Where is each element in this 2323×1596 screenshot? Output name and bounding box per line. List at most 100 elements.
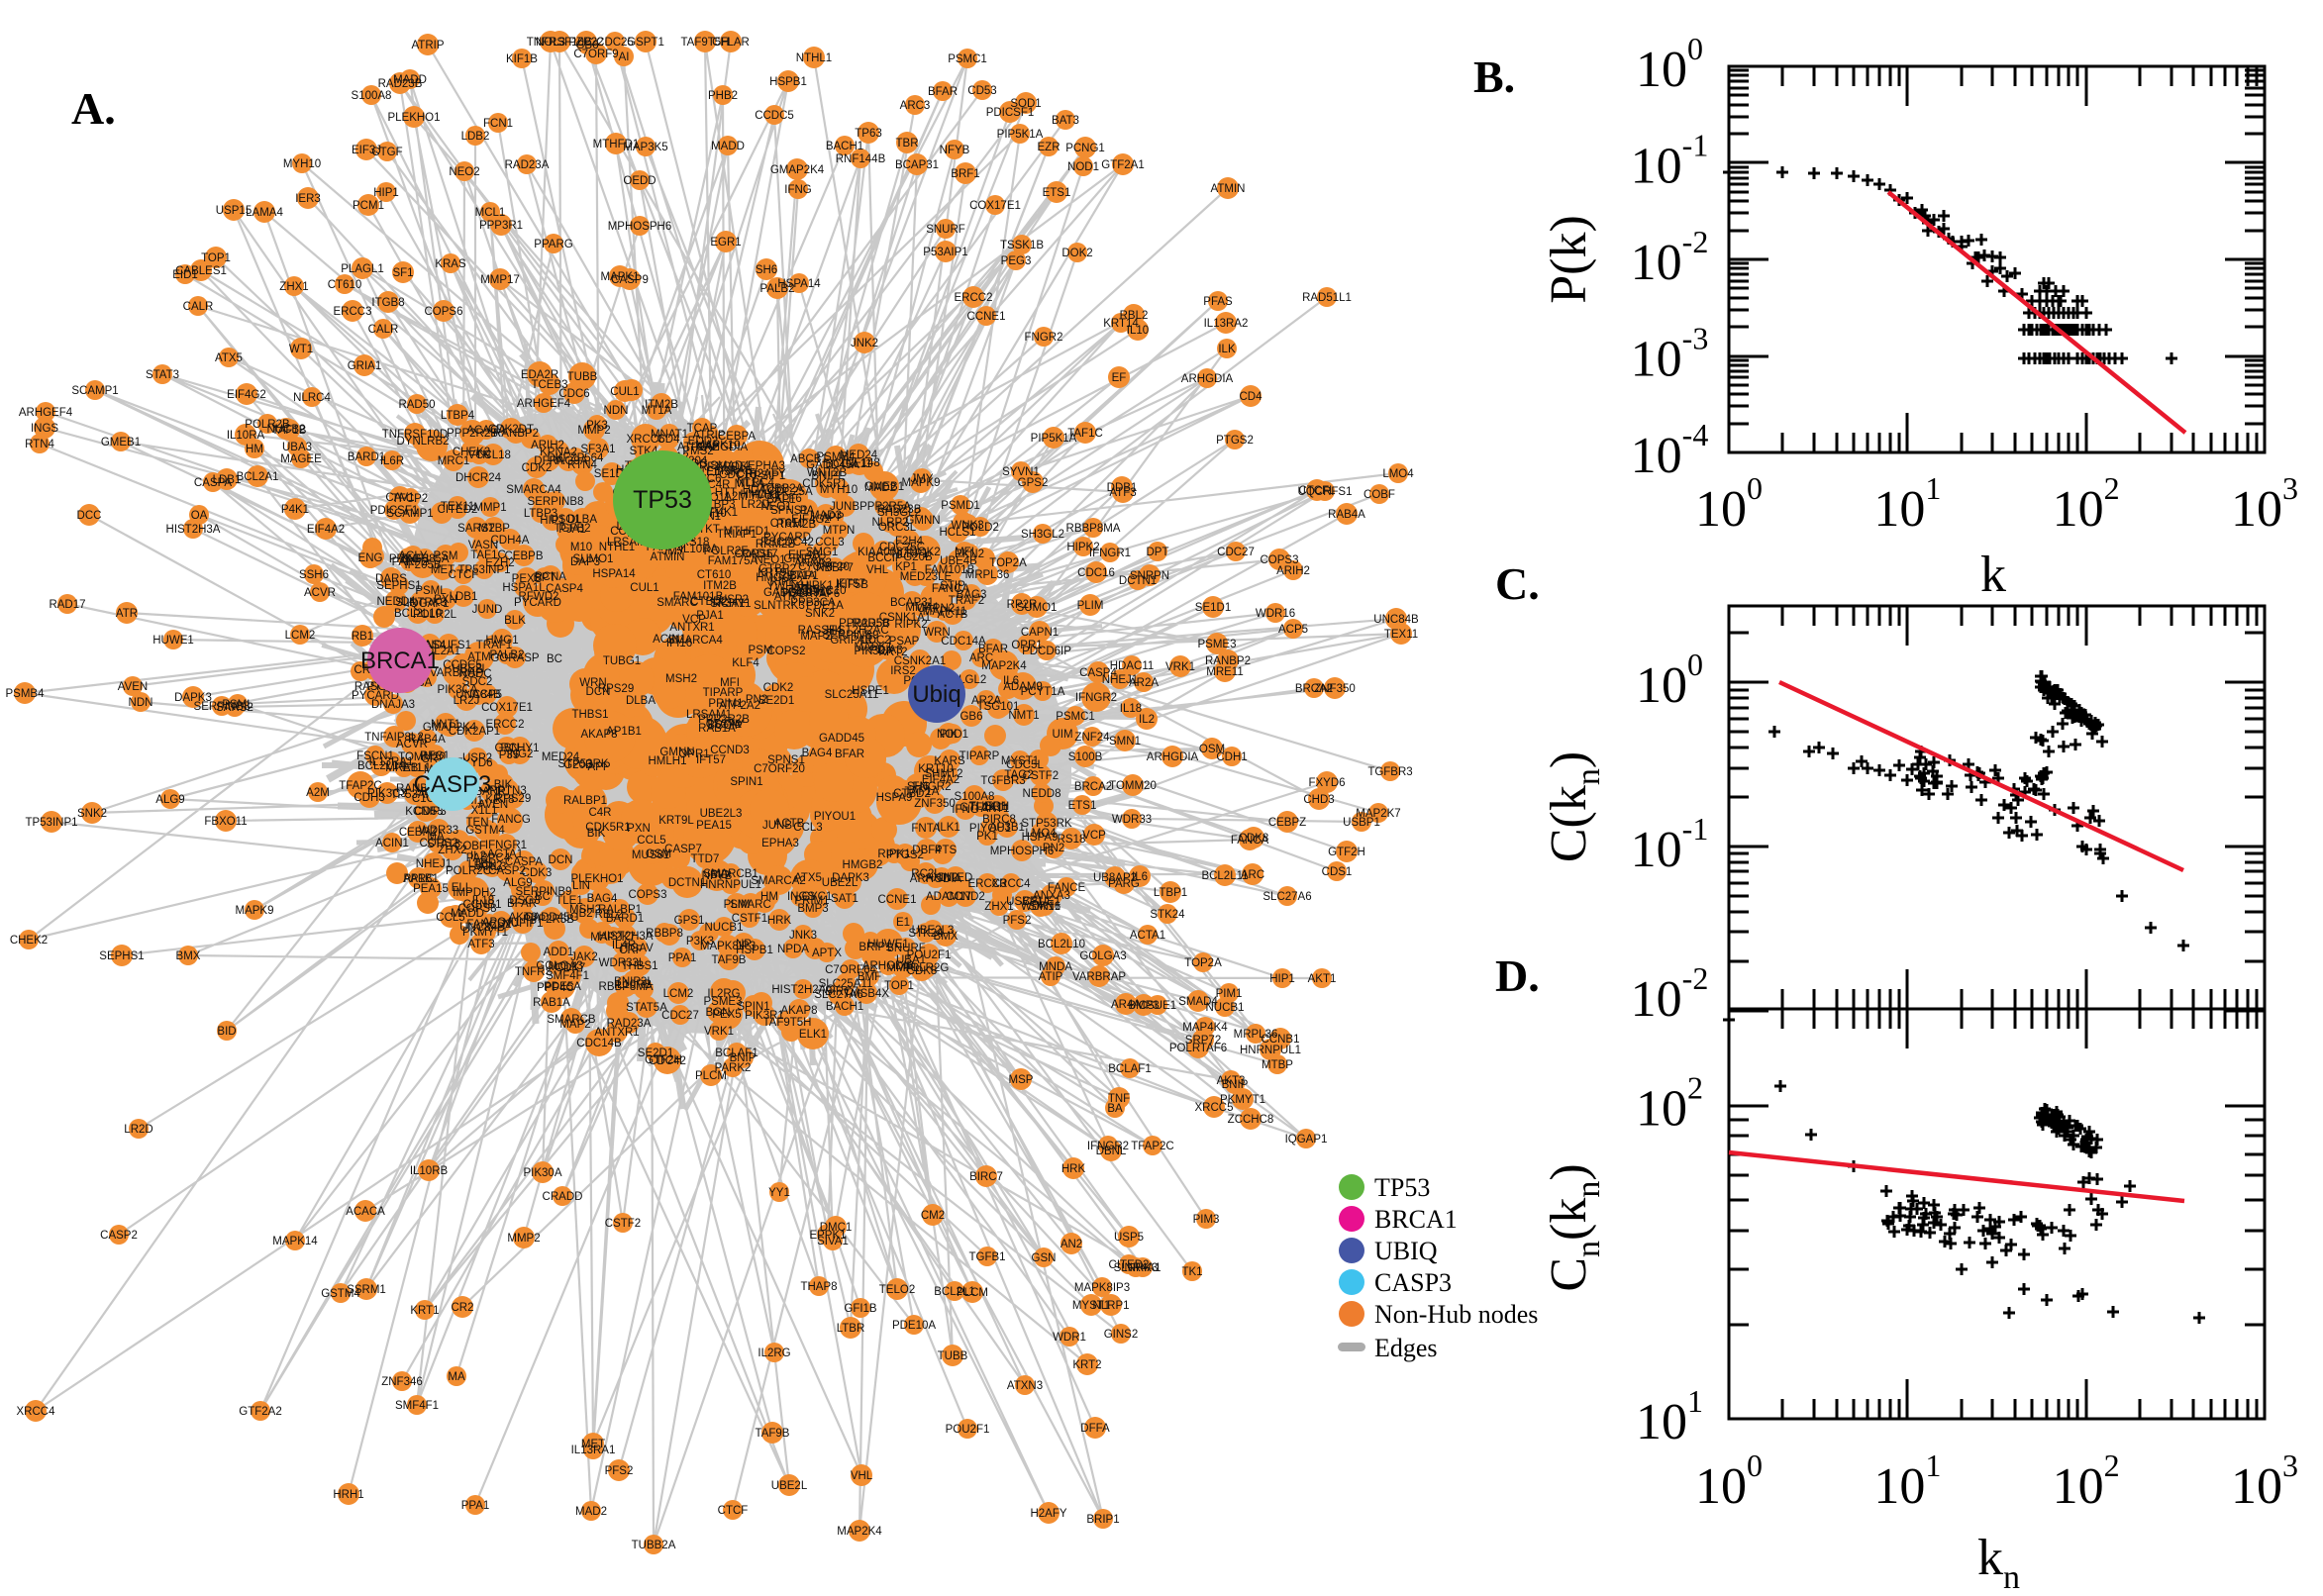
- svg-text:MYH10: MYH10: [283, 158, 321, 170]
- svg-text:ZHX1: ZHX1: [279, 281, 308, 293]
- svg-text:HIP1: HIP1: [373, 187, 399, 199]
- svg-text:ACVR: ACVR: [304, 587, 336, 599]
- svg-text:FANCE: FANCE: [1048, 882, 1086, 894]
- svg-text:TOMM20: TOMM20: [1109, 780, 1157, 792]
- svg-text:TMSB4X: TMSB4X: [844, 988, 889, 1000]
- svg-text:Edges: Edges: [1374, 1334, 1438, 1362]
- svg-text:CD53: CD53: [967, 85, 996, 97]
- svg-text:TRAF2: TRAF2: [949, 595, 984, 607]
- svg-text:NHEJ1: NHEJ1: [1102, 674, 1138, 686]
- svg-text:PIP5K1A: PIP5K1A: [997, 129, 1044, 141]
- svg-text:TAG2: TAG2: [1004, 769, 1033, 781]
- svg-text:ITGB8: ITGB8: [371, 297, 404, 309]
- svg-text:ARHGDIA: ARHGDIA: [1147, 751, 1199, 763]
- svg-text:HSPA9: HSPA9: [1022, 832, 1059, 844]
- svg-text:CASP7: CASP7: [664, 844, 702, 855]
- svg-text:TOP1: TOP1: [201, 252, 231, 264]
- svg-text:SERPINB8: SERPINB8: [528, 496, 584, 508]
- svg-text:BCLAF1: BCLAF1: [715, 1047, 758, 1059]
- svg-text:BACH1: BACH1: [826, 141, 863, 152]
- svg-text:ENG: ENG: [358, 552, 383, 564]
- svg-text:Ubiq: Ubiq: [912, 681, 960, 708]
- svg-text:PARC: PARC: [403, 873, 434, 885]
- svg-text:S100B: S100B: [1068, 751, 1103, 763]
- svg-text:HRK: HRK: [1061, 1163, 1086, 1175]
- svg-text:CM2: CM2: [921, 1210, 945, 1222]
- svg-text:MSH2: MSH2: [665, 673, 697, 685]
- svg-text:CCDC5: CCDC5: [755, 110, 794, 122]
- svg-text:CEBPZ: CEBPZ: [1268, 817, 1306, 829]
- svg-text:MAPK9: MAPK9: [236, 905, 274, 917]
- svg-text:MAP2K7: MAP2K7: [1356, 808, 1400, 820]
- svg-text:SNK2: SNK2: [77, 808, 107, 820]
- svg-text:XRCC4: XRCC4: [17, 1406, 56, 1418]
- svg-text:ARHGDIA: ARHGDIA: [1181, 373, 1234, 385]
- svg-text:LTBP1: LTBP1: [1154, 887, 1187, 899]
- svg-text:EPPK1: EPPK1: [809, 1230, 846, 1242]
- svg-text:PSML: PSML: [222, 699, 253, 711]
- svg-text:TUBB: TUBB: [938, 1350, 968, 1362]
- svg-text:ATXN3: ATXN3: [1007, 1380, 1043, 1392]
- svg-text:NMT1: NMT1: [1008, 710, 1039, 722]
- svg-text:GRIPAR: GRIPAR: [783, 553, 826, 565]
- svg-text:BAG4: BAG4: [802, 748, 833, 759]
- svg-text:DPT: DPT: [1147, 547, 1169, 558]
- svg-text:DNAJA3: DNAJA3: [371, 699, 415, 711]
- svg-text:COPS2: COPS2: [767, 646, 806, 657]
- svg-text:TNFAIP8L2: TNFAIP8L2: [364, 732, 423, 744]
- svg-text:C4R: C4R: [588, 807, 611, 819]
- svg-text:DCTN1: DCTN1: [1119, 575, 1157, 587]
- svg-text:IL10RB: IL10RB: [410, 1165, 449, 1177]
- svg-text:PK1: PK1: [976, 831, 998, 843]
- svg-text:G20B: G20B: [563, 759, 593, 771]
- svg-text:BFAR: BFAR: [835, 748, 864, 760]
- svg-text:DSG3: DSG3: [509, 895, 540, 907]
- svg-text:CDK7: CDK7: [556, 962, 586, 974]
- svg-text:ZHX2: ZHX2: [438, 845, 466, 856]
- svg-text:ATM: ATM: [467, 651, 490, 663]
- svg-text:SYVN1: SYVN1: [1002, 466, 1040, 478]
- svg-text:UNC84B: UNC84B: [1373, 614, 1419, 626]
- svg-text:EDA2R: EDA2R: [521, 369, 558, 381]
- svg-text:ALG9: ALG9: [155, 794, 184, 806]
- svg-text:PARK2: PARK2: [715, 1062, 752, 1074]
- svg-text:CDC42: CDC42: [649, 1055, 686, 1067]
- svg-text:HM: HM: [246, 444, 263, 455]
- svg-text:MAP2K4: MAP2K4: [837, 1526, 882, 1538]
- svg-text:IL10RA: IL10RA: [227, 430, 265, 442]
- svg-text:CAV1: CAV1: [385, 492, 414, 504]
- svg-text:PFAS: PFAS: [1203, 296, 1233, 308]
- svg-text:EGR1: EGR1: [710, 237, 741, 249]
- svg-text:MMPL: MMPL: [886, 962, 920, 974]
- svg-text:ACACA: ACACA: [346, 1206, 385, 1218]
- svg-text:PALB2: PALB2: [760, 283, 795, 295]
- svg-text:DFFA: DFFA: [1080, 1423, 1110, 1435]
- svg-text:IFNG: IFNG: [784, 184, 812, 196]
- svg-text:NOD1: NOD1: [1067, 161, 1099, 173]
- svg-text:IFNGR2: IFNGR2: [1087, 1141, 1129, 1152]
- svg-text:HSPB1: HSPB1: [769, 76, 807, 88]
- svg-text:CD4: CD4: [1239, 391, 1262, 403]
- svg-text:CALR: CALR: [183, 301, 214, 313]
- svg-text:FANCA: FANCA: [1231, 835, 1269, 847]
- svg-text:CEBPB: CEBPB: [505, 550, 544, 562]
- svg-text:BRIP1: BRIP1: [858, 942, 891, 953]
- svg-text:ATR: ATR: [116, 608, 138, 620]
- svg-text:CCL5: CCL5: [637, 835, 665, 847]
- svg-text:SE2D1: SE2D1: [758, 695, 794, 707]
- svg-text:MAPK1: MAPK1: [601, 271, 640, 283]
- svg-text:TOP2A: TOP2A: [989, 557, 1027, 569]
- svg-text:HRH1: HRH1: [333, 1489, 363, 1501]
- svg-text:D.: D.: [1495, 950, 1540, 1001]
- svg-text:Non-Hub nodes: Non-Hub nodes: [1374, 1300, 1538, 1329]
- svg-text:IFNGR1: IFNGR1: [1089, 548, 1131, 559]
- svg-text:MTBP: MTBP: [1262, 1059, 1293, 1071]
- svg-text:C7ORF64: C7ORF64: [825, 964, 876, 976]
- svg-text:PKN2: PKN2: [955, 549, 984, 560]
- svg-text:EID1: EID1: [172, 269, 198, 281]
- svg-text:GINS2: GINS2: [1104, 1329, 1139, 1341]
- svg-text:PDICSF1: PDICSF1: [370, 505, 419, 517]
- svg-text:ETS1: ETS1: [1043, 187, 1071, 199]
- svg-text:AP1B1: AP1B1: [606, 726, 642, 738]
- svg-text:CYC1: CYC1: [802, 891, 833, 903]
